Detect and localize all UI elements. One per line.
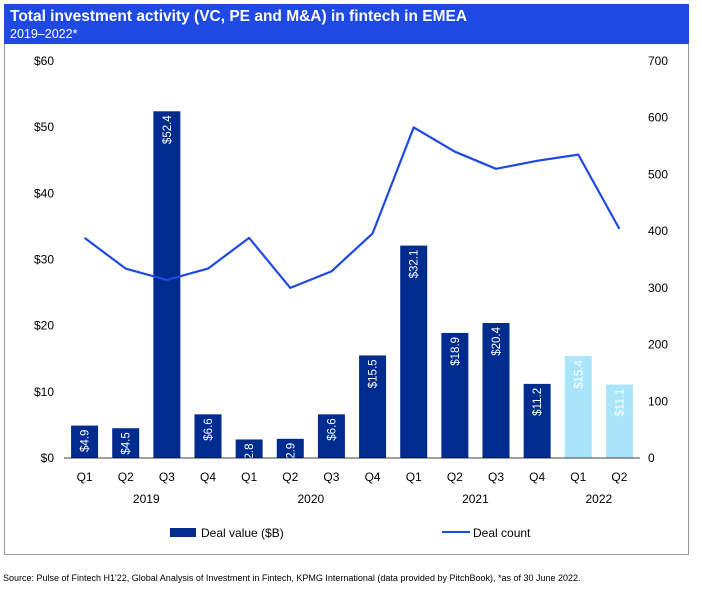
right-tick-label: 600 <box>648 111 668 125</box>
bar-value-label: $32.1 <box>409 250 421 279</box>
left-tick-label: $60 <box>34 54 54 68</box>
legend-line-label: Deal count <box>473 526 531 540</box>
bar-value-label: $6.6 <box>203 418 215 440</box>
chart-title: Total investment activity (VC, PE and M&… <box>10 8 468 25</box>
x-tick-label: Q3 <box>323 470 339 484</box>
x-tick-label: Q2 <box>611 470 627 484</box>
bar-labels: $4.9 $4.5 $52.4 $6.6 $2.8 $2.9 $6.6 $15.5 $32.1 $… <box>80 115 627 466</box>
x-tick-label: Q2 <box>447 470 463 484</box>
x-tick-label: Q4 <box>365 470 381 484</box>
source-note: Source: Pulse of Fintech H1'22, Global A… <box>3 573 581 583</box>
x-tick-label: Q1 <box>570 470 586 484</box>
bar-value-label: $15.4 <box>573 360 585 389</box>
left-tick-label: $50 <box>34 120 54 134</box>
bar-value-label: $52.4 <box>162 115 174 144</box>
year-label: 2022 <box>586 492 613 506</box>
left-axis: $0 $10 $20 $30 $40 $50 $60 <box>34 54 54 465</box>
left-tick-label: $10 <box>34 385 54 399</box>
deal-count-line <box>83 126 621 289</box>
x-tick-label: Q1 <box>406 470 422 484</box>
bar-value-label: $11.2 <box>532 388 544 416</box>
right-tick-label: 700 <box>648 54 668 68</box>
bar <box>194 414 222 458</box>
bar-value-label: $6.6 <box>326 418 338 440</box>
right-tick-label: 400 <box>648 224 668 238</box>
line-series <box>83 126 621 289</box>
x-tick-label: Q2 <box>118 470 134 484</box>
bar <box>153 111 181 458</box>
right-tick-label: 300 <box>648 281 668 295</box>
year-label: 2021 <box>462 492 489 506</box>
left-tick-label: $20 <box>34 319 54 333</box>
bar <box>359 355 387 458</box>
bar-value-label: $20.4 <box>491 326 503 355</box>
bar-value-label: $2.9 <box>285 443 297 465</box>
left-tick-label: $40 <box>34 186 54 200</box>
chart-subtitle: 2019–2022* <box>10 27 78 41</box>
bar <box>112 428 140 458</box>
bar <box>564 356 592 458</box>
bar-value-label: $15.5 <box>368 359 380 388</box>
right-tick-label: 500 <box>648 167 668 181</box>
left-tick-label: $0 <box>41 451 55 465</box>
x-tick-label: Q1 <box>241 470 257 484</box>
bar <box>482 323 510 458</box>
year-label: 2020 <box>298 492 325 506</box>
bar <box>235 439 263 458</box>
bar <box>317 414 345 458</box>
legend-bar-swatch <box>170 528 196 537</box>
bar <box>605 384 633 458</box>
bar <box>276 438 304 458</box>
x-tick-label: Q3 <box>488 470 504 484</box>
bar <box>523 383 551 458</box>
bar-value-label: $11.1 <box>614 389 626 417</box>
chart-header: Total investment activity (VC, PE and M&… <box>4 4 689 44</box>
year-label: 2019 <box>133 492 160 506</box>
bar <box>71 425 99 458</box>
legend: Deal value ($B) Deal count <box>170 526 531 540</box>
right-tick-label: 100 <box>648 394 668 408</box>
bar <box>441 332 469 458</box>
bar-value-label: $18.9 <box>450 337 462 366</box>
right-axis: 0 100 200 300 400 500 600 700 <box>648 54 668 465</box>
x-tick-label: Q4 <box>529 470 545 484</box>
right-tick-label: 0 <box>648 451 655 465</box>
bar-value-label: $2.8 <box>244 443 256 465</box>
chart-plot: $0 $10 $20 $30 $40 $50 $60 0 100 200 300 400 500 600… <box>34 54 668 540</box>
x-tick-label: Q1 <box>77 470 93 484</box>
legend-bar-label: Deal value ($B) <box>201 526 284 540</box>
x-tick-label: Q4 <box>200 470 216 484</box>
x-tick-label: Q3 <box>159 470 175 484</box>
bar <box>400 245 428 458</box>
bar-series <box>71 111 633 458</box>
x-tick-label: Q2 <box>282 470 298 484</box>
right-tick-label: 200 <box>648 338 668 352</box>
left-tick-label: $30 <box>34 253 54 267</box>
x-axis: Q1 Q2 Q3 Q4 Q1 Q2 Q3 Q4 Q1 Q2 Q3 Q4 Q1 Q2 2019 2020 2021… <box>77 470 628 506</box>
bar-value-label: $4.5 <box>121 432 133 454</box>
bar-value-label: $4.9 <box>80 430 92 452</box>
